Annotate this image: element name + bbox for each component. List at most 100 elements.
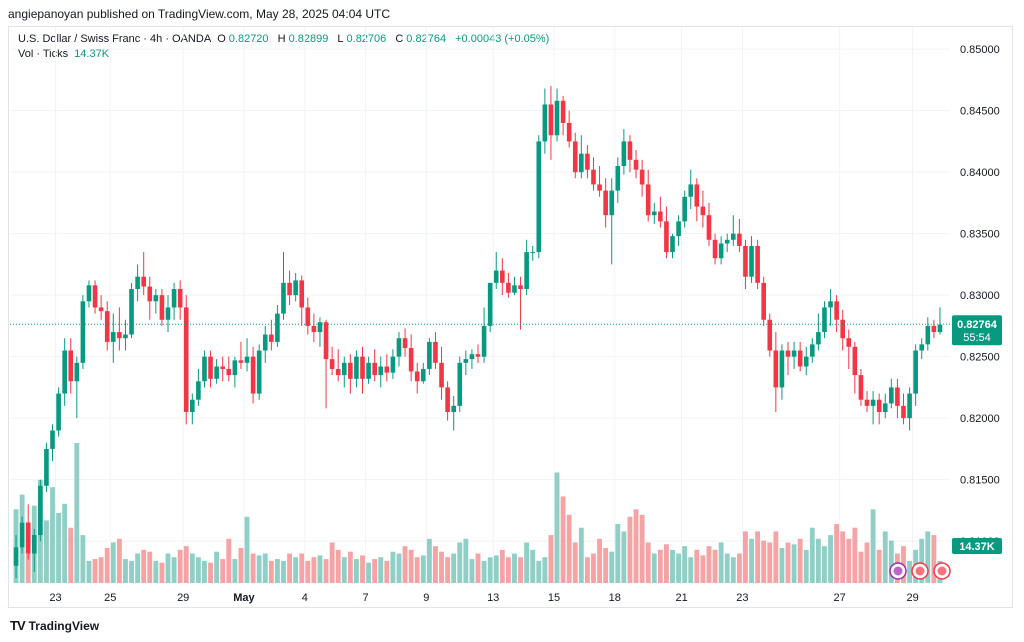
- candle-body: [293, 280, 298, 296]
- candle-body: [603, 190, 608, 216]
- candle-body: [445, 387, 450, 413]
- volume-bar: [335, 549, 341, 583]
- volume-bar: [621, 531, 627, 583]
- legend-symbol[interactable]: U.S. Dollar / Swiss Franc · 4h · OANDA: [18, 33, 212, 45]
- volume-bar: [846, 538, 852, 583]
- volume-bar: [542, 557, 548, 583]
- candle-body: [335, 368, 341, 376]
- candle-body: [469, 354, 475, 360]
- candle-body: [767, 319, 773, 351]
- candle-body: [86, 285, 92, 302]
- volume-bar: [931, 535, 937, 583]
- volume-bar: [68, 527, 74, 583]
- candle-body: [183, 307, 189, 413]
- candle-body: [852, 346, 858, 376]
- volume-bar: [98, 557, 104, 583]
- candle-body: [810, 344, 815, 357]
- candle-body: [609, 190, 615, 216]
- volume-bar: [104, 548, 110, 583]
- volume-bar: [293, 557, 299, 583]
- y-tick-label: 0.84500: [960, 106, 1000, 118]
- volume-bar: [572, 542, 578, 583]
- candle-body: [433, 341, 438, 363]
- candle-body: [117, 332, 122, 339]
- volume-bar: [281, 560, 286, 583]
- candle-body: [244, 356, 250, 363]
- volume-bar: [566, 514, 572, 583]
- y-tick-label: 0.82500: [960, 352, 1000, 364]
- footer-brand-label: TradingView: [28, 618, 100, 633]
- x-tick-label: 4: [302, 592, 308, 604]
- volume-bar: [329, 542, 335, 583]
- volume-bar: [420, 555, 426, 583]
- candle-body: [937, 324, 943, 333]
- candle-body: [524, 252, 529, 290]
- candle-body: [214, 366, 219, 379]
- x-tick-label: 27: [834, 592, 846, 604]
- volume-bar: [481, 560, 487, 583]
- volume-badge: [952, 538, 1002, 554]
- candle-body: [718, 243, 724, 259]
- candle-body: [384, 366, 390, 373]
- volume-bar: [202, 560, 207, 583]
- candle-body: [882, 403, 888, 413]
- candle-body: [202, 356, 207, 382]
- volume-bar: [354, 559, 359, 583]
- price-badge-value: 0.82764: [957, 319, 998, 331]
- candle-body: [931, 325, 937, 333]
- candle-body: [329, 359, 335, 369]
- volume-bar: [840, 531, 846, 583]
- x-tick-label: 23: [736, 592, 748, 604]
- y-tick-label: 0.82000: [960, 413, 1000, 425]
- event-icon-dot: [893, 566, 903, 576]
- volume-bar: [688, 557, 694, 583]
- candle-body: [38, 485, 43, 536]
- candle-body: [275, 313, 280, 342]
- candle-body: [378, 366, 384, 376]
- candle-body: [694, 184, 700, 207]
- volume-bar: [664, 544, 669, 583]
- volume-bar: [694, 549, 700, 583]
- candle-body: [354, 356, 359, 379]
- volume-badge-value: 14.37K: [959, 541, 995, 553]
- volume-bar: [822, 546, 827, 583]
- volume-bar: [287, 553, 292, 583]
- volume-bar: [475, 553, 481, 583]
- volume-bar: [858, 551, 864, 583]
- candle-body: [518, 285, 523, 290]
- candle-body: [177, 289, 183, 308]
- volume-bar: [876, 549, 882, 583]
- volume-bar: [402, 546, 408, 583]
- volume-bar: [451, 553, 457, 583]
- candle-body: [913, 350, 918, 394]
- volume-bar: [92, 559, 98, 583]
- volume-bar: [834, 524, 840, 583]
- candle-body: [56, 393, 61, 431]
- volume-bar: [870, 509, 876, 583]
- candle-body: [803, 356, 809, 367]
- candle-body: [676, 221, 681, 237]
- volume-bar: [597, 538, 602, 583]
- candle-body: [323, 322, 329, 360]
- volume-bar: [743, 531, 748, 583]
- x-tick-label: 29: [177, 592, 189, 604]
- candle-body: [305, 307, 311, 326]
- volume-bar: [50, 487, 55, 583]
- volume-bar: [645, 542, 651, 583]
- volume-bar: [44, 520, 49, 583]
- candle-body: [402, 338, 408, 349]
- volume-bar: [80, 535, 86, 583]
- volume-bar: [311, 557, 317, 583]
- event-icon-dot: [915, 566, 925, 576]
- volume-bar: [852, 527, 858, 583]
- footer-brand[interactable]: TV TradingView: [10, 618, 99, 633]
- volume-bar: [86, 560, 92, 583]
- candle-body: [62, 350, 67, 394]
- candle-body: [627, 141, 633, 160]
- x-tick-label: 23: [49, 592, 61, 604]
- candle-body: [591, 169, 596, 185]
- candle-body: [372, 362, 377, 376]
- candle-body: [68, 350, 74, 382]
- candle-body: [420, 368, 426, 382]
